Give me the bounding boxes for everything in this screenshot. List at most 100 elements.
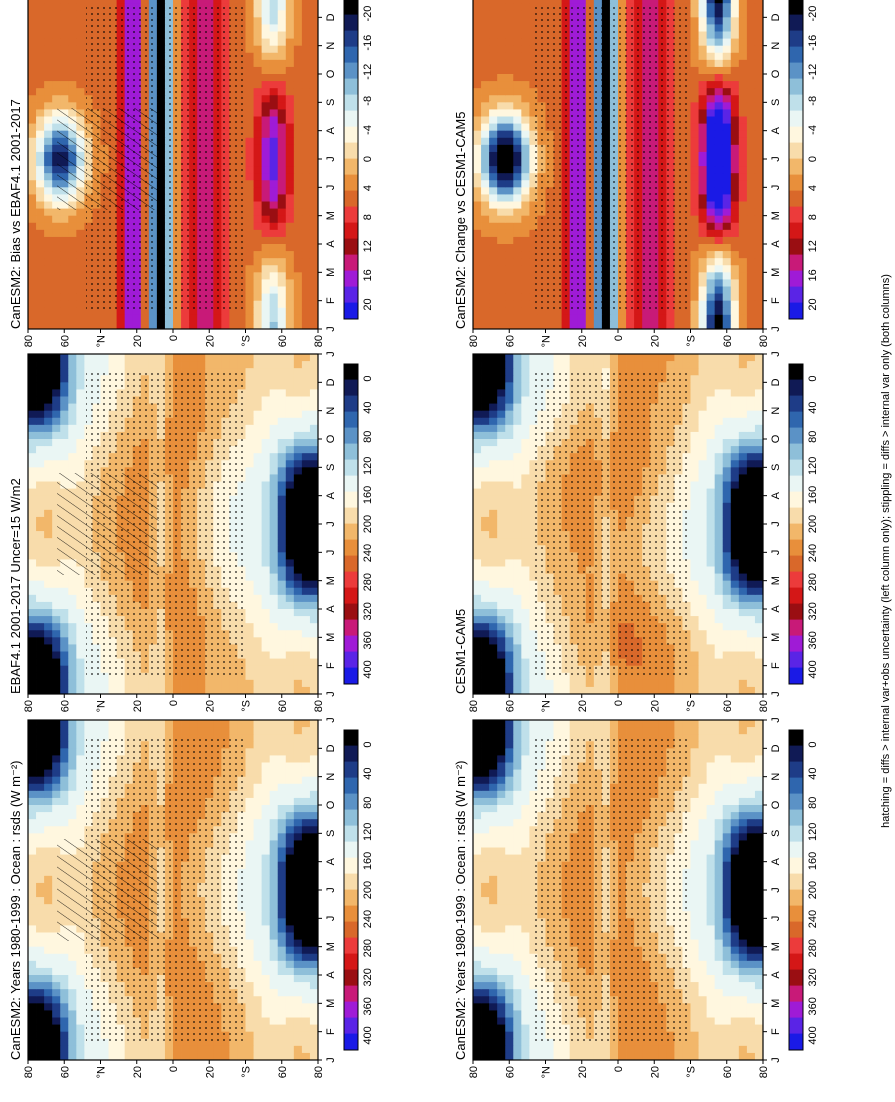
heatmap-cell <box>269 1031 279 1039</box>
heatmap-cell <box>746 797 756 805</box>
heatmap-cell <box>505 804 514 813</box>
heatmap-cell <box>481 988 490 997</box>
heatmap-cell <box>68 1031 77 1039</box>
y-tick-label: 80 <box>758 1066 770 1078</box>
heatmap-cell <box>269 615 279 624</box>
heatmap-cell <box>277 832 287 841</box>
colorbar-label: 0 <box>362 741 374 747</box>
heatmap-cell <box>269 740 279 749</box>
heatmap-cell <box>36 762 45 770</box>
heatmap-cell <box>261 466 271 475</box>
heatmap-cell <box>36 740 45 749</box>
heatmap-cell <box>277 946 287 954</box>
heatmap-cell <box>76 1017 85 1025</box>
heatmap-cell <box>481 882 490 890</box>
heatmap-cell <box>76 769 85 777</box>
heatmap-cell <box>28 903 37 912</box>
heatmap-cell <box>68 636 77 645</box>
heatmap-cell <box>189 726 198 735</box>
heatmap-cell <box>221 686 230 694</box>
heatmap-cell <box>690 797 699 805</box>
heatmap-cell <box>489 974 498 983</box>
heatmap-cell <box>706 1052 716 1060</box>
heatmap-cell <box>698 755 708 763</box>
heatmap-cell <box>229 1045 238 1053</box>
heatmap-cell <box>489 1024 498 1032</box>
heatmap-cell <box>309 601 319 609</box>
heatmap-cell <box>28 889 37 898</box>
heatmap-cell <box>309 932 319 940</box>
heatmap-cell <box>277 995 287 1004</box>
heatmap-cell <box>253 679 263 687</box>
heatmap-cell <box>754 967 764 975</box>
heatmap-cell <box>690 1010 699 1018</box>
heatmap-cell <box>301 988 311 997</box>
heatmap-cell <box>181 719 190 728</box>
heatmap-cell <box>285 981 295 990</box>
heatmap-cell <box>261 615 271 624</box>
heatmap-cell <box>698 825 708 834</box>
heatmap-cell <box>76 629 85 638</box>
heatmap-cell <box>293 431 303 439</box>
heatmap-cell <box>505 939 514 947</box>
heatmap-cell <box>706 825 716 834</box>
heatmap-cell <box>44 424 53 432</box>
heatmap-cell <box>28 988 37 997</box>
heatmap-cell <box>28 1052 37 1060</box>
heatmap-cell <box>28 636 37 645</box>
heatmap-cell <box>44 740 53 749</box>
colorbar-swatch <box>344 1017 358 1034</box>
heatmap-cell <box>738 1017 748 1025</box>
heatmap-cell <box>497 981 506 990</box>
heatmap-cell <box>76 431 85 439</box>
heatmap-cell <box>706 889 716 898</box>
heatmap-cell <box>473 783 482 791</box>
heatmap-cell <box>658 726 667 735</box>
heatmap-cell <box>473 925 482 933</box>
heatmap-cell <box>277 530 287 539</box>
heatmap-cell <box>714 875 724 883</box>
heatmap-cell <box>253 847 263 855</box>
heatmap-cell <box>730 733 740 742</box>
heatmap-cell <box>261 516 271 524</box>
heatmap-cell <box>277 523 287 532</box>
heatmap-cell <box>473 719 482 728</box>
heatmap-cell <box>253 1045 263 1053</box>
heatmap-cell <box>722 903 732 912</box>
heatmap-cell <box>714 790 724 798</box>
heatmap-cell <box>285 804 295 813</box>
heatmap-cell <box>481 875 490 883</box>
heatmap-cell <box>714 981 724 990</box>
heatmap-cell <box>505 740 514 749</box>
x-tick-label: O <box>325 800 337 809</box>
heatmap-cell <box>730 910 740 919</box>
heatmap-cell <box>301 917 311 926</box>
y-tick-label: 80 <box>23 1066 35 1078</box>
heatmap-cell <box>28 797 37 805</box>
y-tick-label: °S <box>241 1066 253 1078</box>
heatmap-cell <box>301 1010 311 1018</box>
heatmap-cell <box>76 818 85 827</box>
heatmap-cell <box>497 967 506 975</box>
heatmap-cell <box>269 932 279 940</box>
heatmap-cell <box>301 566 311 574</box>
heatmap-cell <box>36 672 45 680</box>
heatmap-cell <box>481 960 490 968</box>
heatmap-cell <box>301 811 311 820</box>
heatmap-cell <box>489 840 498 848</box>
heatmap-cell <box>513 1045 522 1053</box>
heatmap-cell <box>245 431 254 439</box>
heatmap-cell <box>293 551 303 560</box>
heatmap-cell <box>738 882 748 890</box>
heatmap-cell <box>285 747 295 756</box>
heatmap-cell <box>76 825 85 834</box>
heatmap-cell <box>237 1045 246 1053</box>
heatmap-cell <box>269 523 279 532</box>
heatmap-cell <box>269 481 279 489</box>
heatmap-cell <box>36 651 45 659</box>
heatmap-cell <box>92 726 101 735</box>
heatmap-cell <box>269 1045 279 1053</box>
heatmap-cell <box>293 1017 303 1025</box>
heatmap-cell <box>68 726 77 735</box>
heatmap-cell <box>245 882 254 890</box>
